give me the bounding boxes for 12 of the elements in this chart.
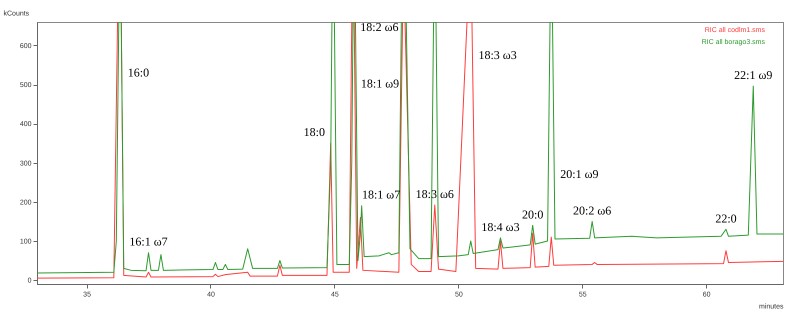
annotation: 18:2 ω6	[360, 20, 399, 34]
annotation: 20:1 ω9	[560, 166, 598, 181]
annotation: 16:0	[128, 66, 150, 80]
annotation: 18:1 ω9	[360, 76, 400, 91]
annotation: 20:2 ω6	[573, 203, 612, 218]
annotation: 18:4 ω3	[481, 220, 520, 234]
annotation: 16:1 ω7	[129, 234, 168, 249]
annotation: 22:0	[715, 211, 737, 226]
annotation: 18:0	[304, 124, 325, 139]
annotation: 18:3 ω3	[478, 48, 517, 62]
annotation: 22:1 ω9	[734, 68, 772, 82]
annotation: 20:0	[522, 207, 544, 222]
